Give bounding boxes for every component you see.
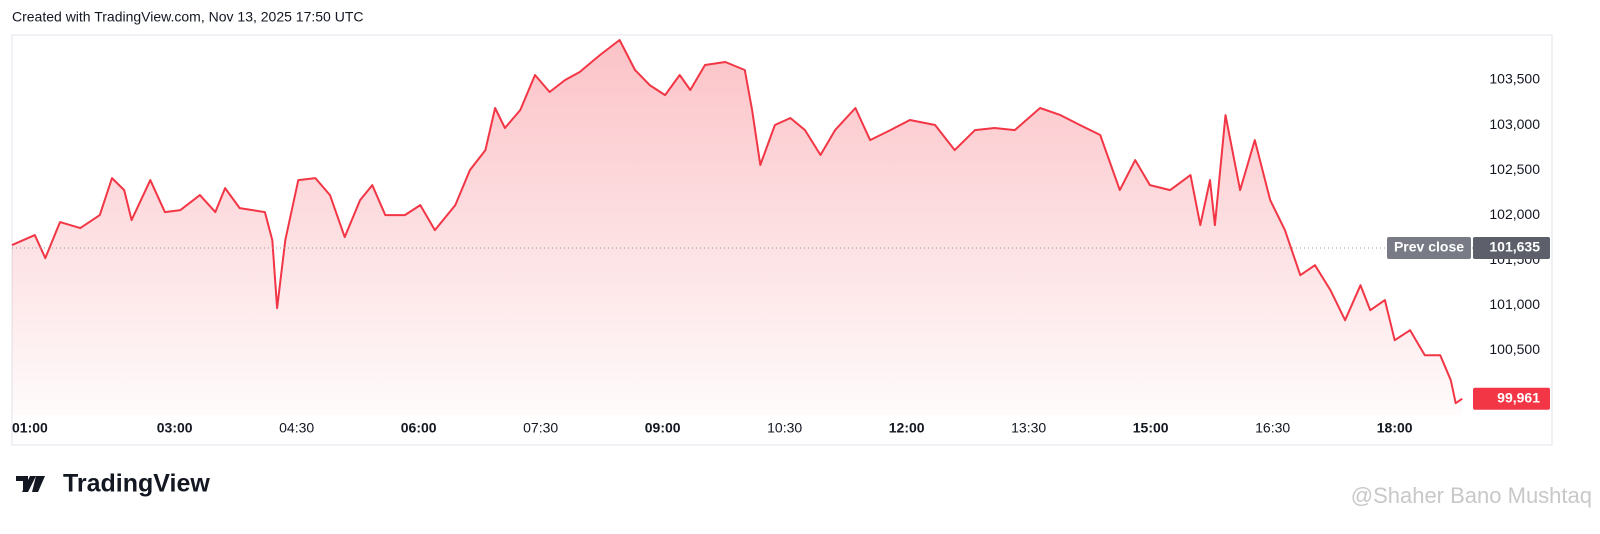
last-price-label: 99,961 [1497,389,1540,405]
x-tick-label: 04:30 [279,420,314,436]
y-tick-label: 100,500 [1489,341,1540,357]
x-tick-label: 18:00 [1377,420,1413,436]
prev-close-name-box [1387,236,1471,259]
y-tick-label: 101,000 [1489,296,1540,312]
logo-text: TradingView [63,470,210,498]
x-tick-label: 12:00 [889,420,925,436]
x-tick-label: 09:00 [645,420,681,436]
logo: TradingView [16,470,210,498]
y-tick-label: 103,000 [1489,116,1540,132]
y-tick-label: 103,500 [1489,71,1540,87]
watermark: @Shaher Bano Mushtaq [1351,483,1592,508]
last-price-box [1473,387,1550,410]
prev-close-value-box [1473,236,1550,259]
x-tick-label: 13:30 [1011,420,1046,436]
header-text: Created with TradingView.com, Nov 13, 20… [12,9,363,25]
price-line [11,39,1463,405]
x-tick-label: 07:30 [523,420,558,436]
x-tick-label: 01:00 [12,420,48,436]
area-fill [12,40,1463,415]
x-tick-label: 06:00 [401,420,437,436]
x-tick-label: 10:30 [767,420,802,436]
logo-icon [16,476,45,492]
y-tick-label: 102,000 [1489,206,1540,222]
prev-close-name: Prev close [1394,239,1464,255]
y-tick-label: 102,500 [1489,161,1540,177]
x-tick-label: 03:00 [157,420,193,436]
x-tick-label: 16:30 [1255,420,1290,436]
x-tick-label: 15:00 [1133,420,1169,436]
prev-close-value: 101,635 [1489,239,1540,255]
chart-frame [11,34,1553,446]
